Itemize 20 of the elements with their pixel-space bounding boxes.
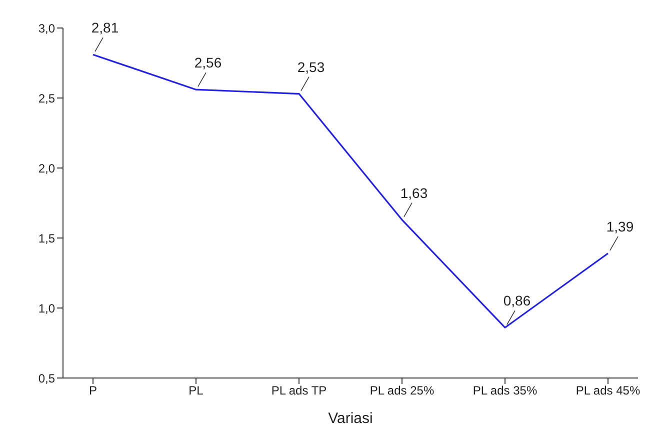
y-tick-label: 2,0 (38, 161, 56, 176)
y-tick-label: 3,0 (38, 21, 56, 36)
data-label: 2,53 (297, 58, 325, 75)
x-axis-title: Variasi (328, 410, 373, 427)
data-label: 0,86 (503, 292, 531, 309)
line-series (92, 54, 609, 328)
data-label: 2,56 (194, 54, 222, 71)
data-label: 1,63 (400, 184, 428, 201)
data-label: 2,81 (91, 20, 119, 36)
x-tick-label: PL (188, 384, 204, 398)
y-tick-label: 1,5 (38, 231, 56, 246)
x-tick-label: PL ads 45% (576, 384, 640, 398)
x-tick-label: P (88, 384, 98, 398)
x-tick-label: PL ads TP (271, 384, 327, 398)
y-tick-label: 2,5 (38, 91, 56, 106)
y-tick-label: 0,5 (38, 371, 56, 386)
x-tick-label: PL ads 35% (472, 384, 538, 398)
x-tick-label: PL ads 25% (370, 384, 434, 398)
y-tick-label: 1,0 (38, 301, 56, 316)
data-label: 1,39 (606, 218, 634, 234)
